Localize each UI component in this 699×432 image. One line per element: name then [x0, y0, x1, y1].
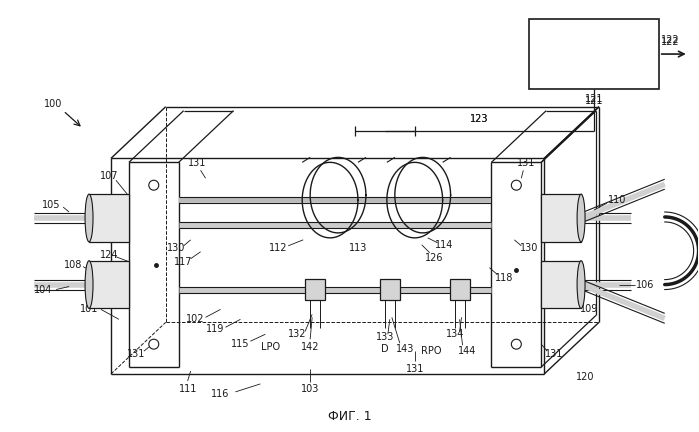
- Text: 122: 122: [661, 37, 680, 47]
- Text: 107: 107: [100, 171, 118, 181]
- Bar: [89, 260, 129, 308]
- Text: 126: 126: [426, 253, 444, 263]
- Text: 133: 133: [375, 332, 394, 342]
- Text: 123: 123: [470, 114, 489, 124]
- Ellipse shape: [577, 260, 585, 308]
- Text: 121: 121: [585, 96, 603, 106]
- Text: 134: 134: [447, 329, 465, 339]
- Bar: [380, 279, 400, 300]
- Text: 131: 131: [127, 349, 145, 359]
- Text: 103: 103: [301, 384, 319, 394]
- Text: ФИГ. 1: ФИГ. 1: [329, 410, 372, 423]
- Text: LPO: LPO: [261, 342, 280, 352]
- Text: 111: 111: [550, 285, 568, 295]
- Text: ЭЛЕКТРОННАЯ
ИЗМЕРИТЕЛЬНАЯ
СХЕМА: ЭЛЕКТРОННАЯ ИЗМЕРИТЕЛЬНАЯ СХЕМА: [541, 38, 647, 71]
- Bar: [89, 194, 129, 242]
- Text: 130: 130: [520, 243, 538, 253]
- Text: 108: 108: [64, 260, 82, 270]
- Circle shape: [149, 339, 159, 349]
- Ellipse shape: [577, 194, 585, 242]
- Text: 122: 122: [661, 35, 680, 45]
- Ellipse shape: [85, 260, 93, 308]
- Bar: [449, 279, 470, 300]
- Text: 115: 115: [231, 339, 250, 349]
- Text: 104: 104: [34, 285, 52, 295]
- Text: 131: 131: [545, 349, 563, 359]
- Circle shape: [512, 180, 521, 190]
- Text: 101: 101: [80, 305, 99, 314]
- Circle shape: [149, 180, 159, 190]
- Text: 112: 112: [269, 243, 287, 253]
- Circle shape: [512, 339, 521, 349]
- Text: 116: 116: [211, 389, 230, 399]
- Text: 113: 113: [349, 243, 367, 253]
- Text: 142: 142: [301, 342, 319, 352]
- Text: 110: 110: [607, 195, 626, 205]
- Bar: [529, 19, 658, 89]
- Text: 121: 121: [585, 94, 603, 104]
- Text: 130: 130: [166, 243, 185, 253]
- Text: 123: 123: [470, 114, 489, 124]
- Text: 124: 124: [100, 250, 118, 260]
- Ellipse shape: [85, 194, 93, 242]
- Text: 131: 131: [405, 364, 424, 374]
- Text: 106: 106: [635, 280, 654, 289]
- Text: 109: 109: [580, 305, 598, 314]
- Bar: [305, 279, 325, 300]
- Text: 131: 131: [189, 159, 207, 168]
- Text: 114: 114: [435, 240, 454, 250]
- Text: 102: 102: [187, 314, 205, 324]
- Text: 144: 144: [459, 346, 477, 356]
- Text: RPO: RPO: [421, 346, 442, 356]
- Text: 100: 100: [44, 99, 62, 109]
- Text: 105: 105: [42, 200, 60, 210]
- Text: 119: 119: [206, 324, 224, 334]
- Text: 111: 111: [178, 384, 197, 394]
- Text: 143: 143: [396, 344, 414, 354]
- Text: 118: 118: [495, 273, 514, 283]
- Text: 117: 117: [175, 257, 193, 267]
- Bar: [541, 260, 581, 308]
- Bar: [541, 194, 581, 242]
- Text: 132: 132: [288, 329, 306, 339]
- Text: 131: 131: [517, 159, 535, 168]
- Text: 120: 120: [576, 372, 594, 382]
- Text: D: D: [381, 344, 389, 354]
